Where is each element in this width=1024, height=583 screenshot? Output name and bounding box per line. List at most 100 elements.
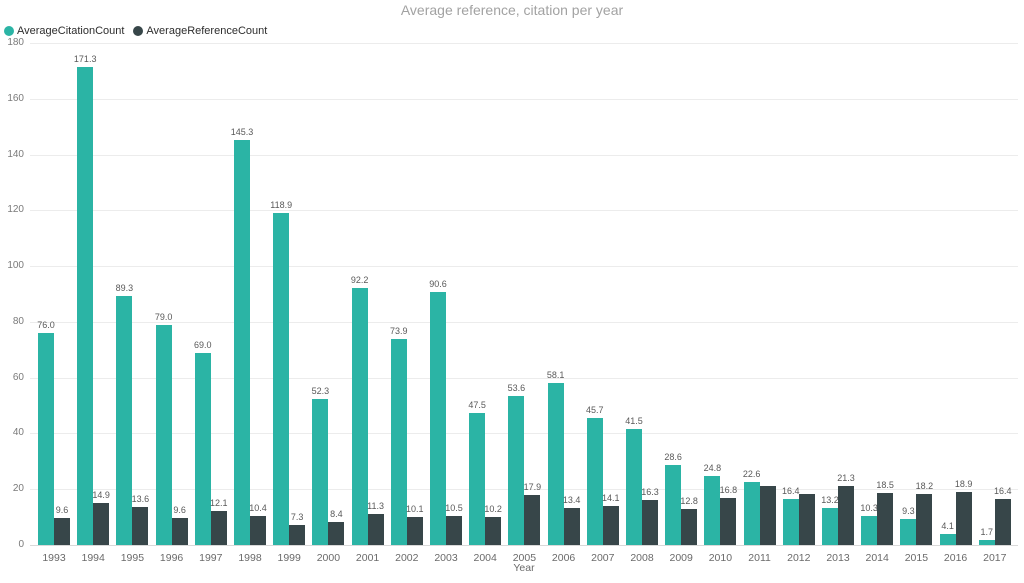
x-tick-label-2012: 2012 bbox=[787, 552, 811, 564]
bar-citation-2009[interactable] bbox=[665, 465, 682, 545]
legend-label-reference: AverageReferenceCount bbox=[146, 25, 268, 37]
legend-item-citation[interactable]: AverageCitationCount bbox=[4, 25, 124, 37]
data-label-reference-2000: 8.4 bbox=[330, 508, 343, 519]
bar-citation-2004[interactable] bbox=[469, 412, 486, 545]
bar-citation-2000[interactable] bbox=[312, 399, 329, 545]
bar-reference-2009[interactable] bbox=[681, 509, 698, 545]
bar-reference-2001[interactable] bbox=[367, 513, 384, 545]
bar-reference-2002[interactable] bbox=[406, 516, 423, 545]
data-label-citation-2001: 92.2 bbox=[350, 274, 369, 285]
bar-citation-2003[interactable] bbox=[430, 292, 446, 545]
bar-reference-1993[interactable] bbox=[54, 518, 70, 545]
bar-citation-1994[interactable] bbox=[77, 67, 94, 545]
bar-citation-2002[interactable] bbox=[390, 338, 407, 545]
bar-reference-2017[interactable] bbox=[994, 499, 1011, 545]
x-tick-label-2007: 2007 bbox=[591, 552, 615, 564]
data-label-reference-2017: 16.4 bbox=[994, 486, 1012, 497]
bar-citation-2011[interactable] bbox=[743, 481, 760, 545]
gridline-160 bbox=[30, 98, 1018, 100]
bar-citation-2001[interactable] bbox=[351, 287, 368, 545]
bar-reference-2015[interactable] bbox=[916, 494, 933, 545]
bar-citation-1999[interactable] bbox=[273, 213, 290, 545]
bar-reference-1999[interactable] bbox=[289, 524, 306, 545]
data-label-citation-2011: 22.6 bbox=[742, 468, 761, 479]
data-label-citation-1998: 145.3 bbox=[230, 126, 254, 137]
data-label-citation-1997: 69.0 bbox=[194, 339, 212, 350]
bar-citation-1997[interactable] bbox=[194, 352, 211, 545]
bar-citation-1993[interactable] bbox=[38, 333, 54, 545]
bar-reference-2000[interactable] bbox=[328, 521, 345, 545]
data-label-citation-2004: 47.5 bbox=[468, 399, 486, 410]
bar-citation-2014[interactable] bbox=[861, 516, 878, 545]
bar-reference-1998[interactable] bbox=[250, 516, 266, 545]
data-label-reference-2001: 11.3 bbox=[367, 500, 385, 511]
data-label-reference-2013: 21.3 bbox=[837, 472, 855, 483]
data-label-citation-2002: 73.9 bbox=[390, 325, 408, 336]
data-label-citation-2014: 10.3 bbox=[860, 503, 878, 514]
bar-reference-1997[interactable] bbox=[210, 511, 227, 545]
bar-citation-2006[interactable] bbox=[547, 382, 564, 545]
x-tick-label-1998: 1998 bbox=[238, 552, 262, 564]
bar-reference-2005[interactable] bbox=[524, 495, 541, 545]
bar-citation-2010[interactable] bbox=[704, 475, 721, 545]
data-label-citation-2007: 45.7 bbox=[586, 404, 604, 415]
bar-reference-2004[interactable] bbox=[485, 516, 502, 545]
bar-reference-2012[interactable] bbox=[798, 493, 815, 545]
data-label-citation-2005: 53.6 bbox=[507, 382, 526, 393]
chart-title: Average reference, citation per year bbox=[400, 2, 624, 18]
bar-citation-2005[interactable] bbox=[508, 395, 525, 545]
data-label-reference-1993: 9.6 bbox=[55, 505, 69, 516]
x-tick-label-2004: 2004 bbox=[473, 552, 497, 564]
y-tick-label-100: 100 bbox=[7, 260, 24, 272]
bar-citation-2015[interactable] bbox=[900, 519, 917, 545]
bar-citation-1998[interactable] bbox=[234, 139, 250, 545]
bar-citation-2012[interactable] bbox=[782, 499, 799, 545]
bar-reference-2013[interactable] bbox=[838, 485, 854, 545]
x-tick-label-2009: 2009 bbox=[669, 552, 693, 564]
x-tick-label-1996: 1996 bbox=[159, 552, 184, 564]
x-tick-label-1993: 1993 bbox=[42, 552, 66, 564]
bar-reference-2014[interactable] bbox=[877, 493, 894, 545]
gridline-120 bbox=[30, 210, 1018, 212]
data-label-citation-2008: 41.5 bbox=[625, 416, 643, 427]
bar-reference-2010[interactable] bbox=[720, 498, 737, 545]
bar-citation-2017[interactable] bbox=[978, 540, 995, 545]
x-tick-label-2002: 2002 bbox=[395, 552, 419, 564]
y-tick-label-120: 120 bbox=[7, 204, 24, 216]
bar-citation-2008[interactable] bbox=[626, 429, 642, 545]
data-label-citation-2010: 24.8 bbox=[703, 462, 722, 473]
bar-reference-1995[interactable] bbox=[132, 507, 149, 545]
bar-citation-2007[interactable] bbox=[586, 417, 603, 545]
bar-citation-1995[interactable] bbox=[116, 295, 133, 545]
data-label-reference-2006: 13.4 bbox=[562, 494, 581, 505]
legend-item-reference[interactable]: AverageReferenceCount bbox=[133, 25, 267, 37]
data-label-citation-1999: 118.9 bbox=[270, 200, 293, 211]
data-label-reference-2002: 10.1 bbox=[406, 503, 424, 514]
bar-reference-1994[interactable] bbox=[93, 503, 110, 545]
data-label-reference-2008: 16.3 bbox=[641, 486, 659, 497]
data-label-citation-1993: 76.0 bbox=[37, 320, 55, 331]
bar-reference-2008[interactable] bbox=[642, 499, 658, 545]
bar-reference-2006[interactable] bbox=[563, 507, 580, 545]
data-label-reference-2014: 18.5 bbox=[876, 480, 894, 491]
bar-citation-2016[interactable] bbox=[939, 533, 956, 545]
bar-reference-2016[interactable] bbox=[955, 492, 972, 545]
bar-reference-2003[interactable] bbox=[446, 515, 462, 545]
data-label-reference-2004: 10.2 bbox=[484, 503, 502, 514]
bar-citation-1996[interactable] bbox=[155, 324, 172, 545]
data-label-reference-2009: 12.8 bbox=[680, 496, 698, 507]
data-label-reference-2015: 18.2 bbox=[915, 481, 934, 492]
data-label-citation-2000: 52.3 bbox=[311, 386, 330, 397]
data-label-citation-2006: 58.1 bbox=[546, 369, 565, 380]
bar-reference-2007[interactable] bbox=[602, 505, 619, 545]
bar-reference-1996[interactable] bbox=[171, 518, 188, 545]
bar-reference-2011[interactable] bbox=[759, 486, 776, 545]
x-tick-label-1995: 1995 bbox=[120, 552, 145, 564]
data-label-citation-1995: 89.3 bbox=[115, 282, 134, 293]
bar-citation-2013[interactable] bbox=[822, 508, 838, 545]
x-tick-label-2017: 2017 bbox=[983, 552, 1007, 564]
x-tick-label-2015: 2015 bbox=[904, 552, 929, 564]
legend-swatch-citation-icon bbox=[4, 26, 14, 36]
data-label-citation-2016: 4.1 bbox=[941, 520, 954, 531]
